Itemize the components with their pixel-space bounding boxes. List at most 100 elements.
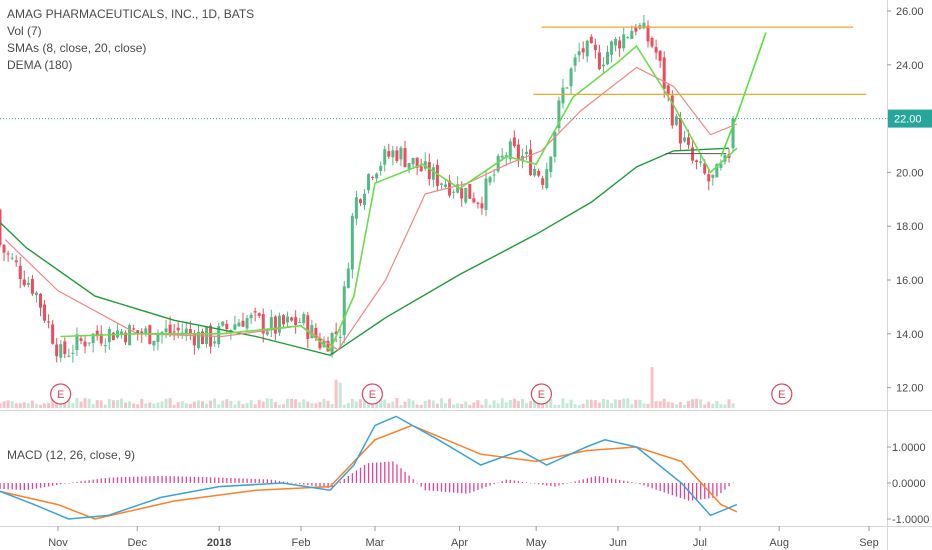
volume-bar (51, 398, 55, 408)
candle-body (132, 328, 136, 330)
candle-body (569, 68, 573, 87)
candle-body (516, 144, 520, 160)
macd-histogram-bar (473, 483, 475, 492)
candle-body (346, 268, 350, 288)
candle-body (674, 116, 678, 125)
candle-body (63, 341, 67, 355)
candle-body (553, 131, 557, 157)
volume-bar (715, 400, 719, 408)
volume-bar (322, 398, 326, 408)
volume-bar (719, 404, 723, 408)
candle-body (500, 155, 504, 158)
macd-histogram-bar (351, 473, 354, 483)
macd-histogram-bar (193, 476, 196, 483)
volume-bar (342, 404, 346, 408)
macd-histogram-bar (594, 476, 597, 483)
macd-histogram-bar (282, 481, 285, 483)
candle-body (719, 163, 723, 168)
candle-body (298, 321, 302, 323)
macd-histogram-bar (120, 477, 123, 483)
volume-bar (277, 404, 281, 408)
volume-bar (326, 400, 330, 408)
volume-bar (460, 403, 464, 408)
volume-bar (103, 404, 107, 408)
candle-body (561, 87, 565, 104)
macd-histogram-bar (461, 483, 463, 494)
volume-bar (585, 399, 589, 408)
indicator-dema: DEMA (180) (7, 58, 73, 72)
candle-body (419, 166, 423, 172)
volume-bar (391, 401, 395, 408)
macd-histogram-bar (108, 477, 111, 483)
macd-histogram-bar (218, 477, 220, 483)
macd-histogram-bar (501, 481, 503, 483)
macd-histogram-bar (15, 483, 17, 490)
macd-histogram-bar (655, 483, 657, 490)
candle-body (26, 282, 30, 285)
candle-body (144, 328, 148, 334)
macd-histogram (0, 461, 734, 501)
time-tick-label: Feb (292, 537, 311, 549)
macd-histogram-bar (0, 483, 1, 490)
macd-histogram-bar (197, 476, 200, 483)
macd-histogram-bar (254, 478, 256, 483)
volume-bar (516, 401, 520, 408)
macd-histogram-bar (153, 476, 155, 483)
macd-histogram-bar (266, 479, 268, 483)
macd-histogram-bar (517, 481, 520, 483)
candle-body (695, 160, 699, 163)
macd-histogram-bar (96, 479, 98, 483)
macd-histogram-bar (550, 483, 552, 487)
macd-histogram-bar (667, 483, 669, 494)
volume-bar (573, 404, 577, 408)
candle-body (606, 52, 609, 65)
candle-body (650, 38, 654, 47)
macd-histogram-bar (631, 482, 633, 483)
volume-bar (298, 402, 302, 408)
candle-body (233, 324, 237, 330)
candle-body (666, 85, 670, 95)
macd-histogram-bar (704, 483, 706, 499)
macd-legend: MACD (12, 26, close, 9) (7, 447, 135, 464)
candle-body (367, 174, 371, 191)
macd-histogram-bar (627, 481, 629, 483)
candle-body (294, 317, 298, 325)
macd-histogram-bar (728, 483, 730, 487)
volume-bar (711, 403, 715, 408)
volume-bar (695, 398, 699, 408)
dema-line (0, 147, 730, 357)
volume-bar (439, 398, 443, 408)
candle-body (22, 279, 26, 286)
volume-bar (638, 399, 642, 408)
volume-bar (6, 400, 10, 408)
candle-body (480, 203, 484, 209)
volume-bar (593, 400, 597, 408)
candle-body (67, 355, 71, 357)
candle-body (711, 174, 715, 178)
candle-body (261, 314, 265, 334)
volume-bar (168, 398, 172, 408)
candle-body (0, 209, 2, 245)
candle-body (47, 321, 51, 323)
candle-body (282, 315, 285, 325)
candle-body (456, 184, 460, 193)
volume-bar (241, 404, 245, 408)
macd-histogram-bar (165, 475, 167, 483)
macd-histogram-bar (732, 482, 734, 484)
macd-histogram-bar (696, 483, 698, 501)
macd-histogram-bar (424, 483, 426, 491)
macd-histogram-bar (80, 481, 82, 483)
volume-bar (346, 403, 350, 408)
candle-body (375, 173, 379, 179)
macd-histogram-bar (246, 478, 248, 483)
macd-histogram-bar (84, 480, 86, 483)
volume-bar (30, 400, 34, 408)
macd-histogram-bar (538, 483, 540, 485)
price-tick-label: 24.00 (896, 60, 924, 72)
macd-histogram-bar (602, 476, 605, 483)
candle-body (95, 330, 99, 337)
volume-bar (577, 404, 581, 408)
volume-bar (456, 403, 460, 408)
earnings-marker-label: E (369, 389, 376, 401)
